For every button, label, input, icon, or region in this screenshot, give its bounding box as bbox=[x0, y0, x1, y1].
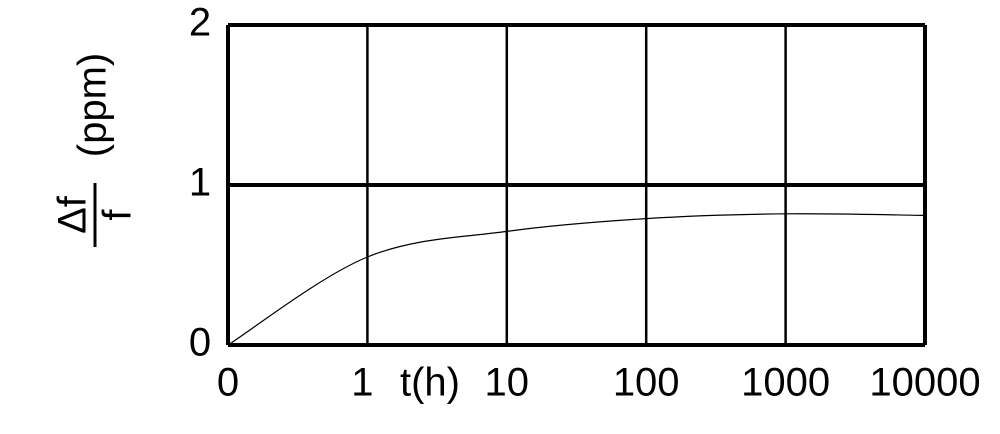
line-series bbox=[227, 213, 926, 346]
x-axis-label: t(h) bbox=[400, 361, 460, 405]
x-tick-label: 1 bbox=[351, 361, 373, 405]
y-label-numerator: Δf bbox=[51, 195, 95, 234]
y-label-denominator: f bbox=[96, 209, 140, 221]
x-tick-label: 0 bbox=[217, 361, 239, 405]
y-tick-label: 1 bbox=[189, 161, 211, 205]
y-tick-label: 2 bbox=[189, 1, 211, 45]
x-tick-label: 100 bbox=[613, 361, 680, 405]
y-tick-label: 0 bbox=[189, 321, 211, 365]
y-label-unit: (ppm) bbox=[71, 53, 115, 157]
x-tick-label: 10000 bbox=[869, 361, 980, 405]
x-tick-label: 10 bbox=[485, 361, 530, 405]
x-tick-label: 1000 bbox=[741, 361, 830, 405]
y-axis-label: Δf f (ppm) bbox=[51, 53, 140, 247]
